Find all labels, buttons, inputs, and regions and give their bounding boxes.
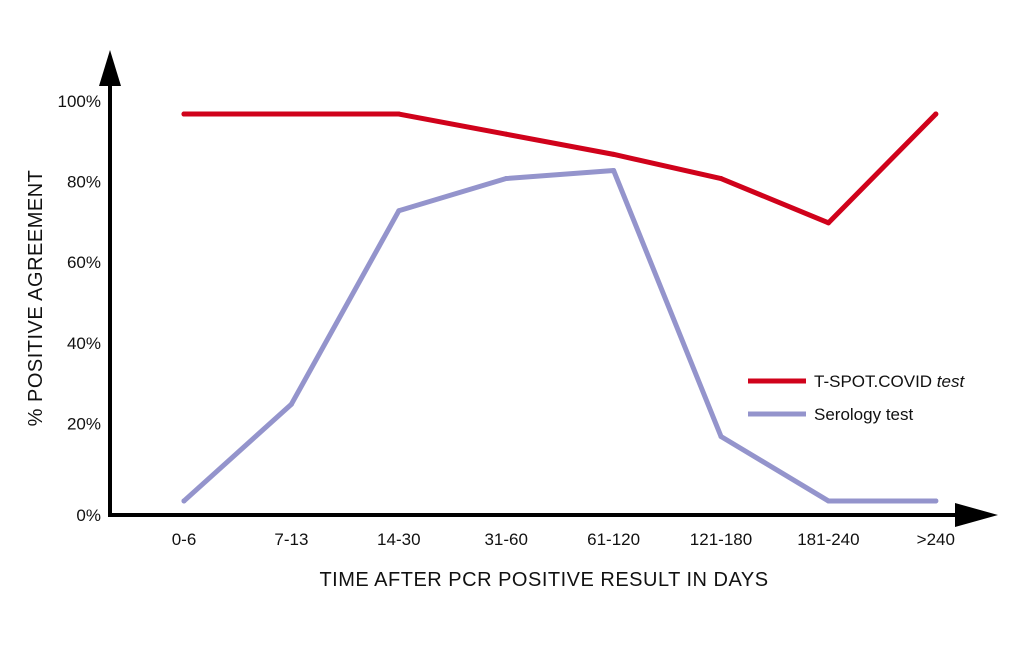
- legend: T-SPOT.COVID test Serology test: [748, 372, 965, 424]
- y-tick-label: 100%: [58, 92, 101, 111]
- x-tick-label: 0-6: [172, 530, 197, 549]
- y-axis-title: % POSITIVE AGREEMENT: [25, 170, 47, 427]
- data-point-tspot: [825, 220, 831, 226]
- y-tick-label: 0%: [76, 506, 101, 525]
- y-tick-label: 20%: [67, 414, 101, 433]
- data-point-tspot: [718, 176, 724, 182]
- x-tick-label: 121-180: [690, 530, 752, 549]
- x-axis-title: TIME AFTER PCR POSITIVE RESULT IN DAYS: [319, 569, 768, 591]
- data-point-serology: [181, 498, 187, 504]
- x-axis-arrow: [955, 503, 998, 527]
- data-point-tspot: [181, 111, 187, 117]
- x-tick-label: >240: [917, 530, 955, 549]
- data-point-tspot: [611, 151, 617, 157]
- x-tick-label: 181-240: [797, 530, 859, 549]
- legend-label-tspot-main: T-SPOT.COVID: [814, 372, 932, 391]
- data-point-serology: [503, 176, 509, 182]
- data-point-tspot: [503, 131, 509, 137]
- x-tick-labels: 0-6 7-13 14-30 31-60 61-120 121-180 181-240 >24…: [172, 530, 955, 549]
- legend-label-tspot-suffix: test: [932, 372, 965, 391]
- data-point-serology: [288, 401, 294, 407]
- series-line-tspot: [181, 111, 939, 226]
- axes: [99, 50, 998, 527]
- series-line-serology: [181, 167, 939, 504]
- data-point-tspot: [288, 111, 294, 117]
- data-point-tspot: [933, 111, 939, 117]
- series-lines: [181, 111, 939, 504]
- x-tick-label: 7-13: [274, 530, 308, 549]
- data-point-serology: [611, 167, 617, 173]
- legend-label-tspot: T-SPOT.COVID test: [814, 372, 965, 391]
- x-tick-label: 14-30: [377, 530, 420, 549]
- legend-label-serology: Serology test: [814, 405, 913, 424]
- data-point-serology: [825, 498, 831, 504]
- y-tick-labels: 0% 20% 40% 60% 80% 100%: [58, 92, 101, 525]
- y-tick-label: 40%: [67, 334, 101, 353]
- data-point-serology: [933, 498, 939, 504]
- data-point-tspot: [396, 111, 402, 117]
- data-point-serology: [396, 208, 402, 214]
- y-tick-label: 80%: [67, 173, 101, 192]
- x-tick-label: 31-60: [484, 530, 527, 549]
- data-point-serology: [718, 433, 724, 439]
- x-tick-label: 61-120: [587, 530, 640, 549]
- y-tick-label: 60%: [67, 253, 101, 272]
- y-axis-arrow: [99, 50, 121, 86]
